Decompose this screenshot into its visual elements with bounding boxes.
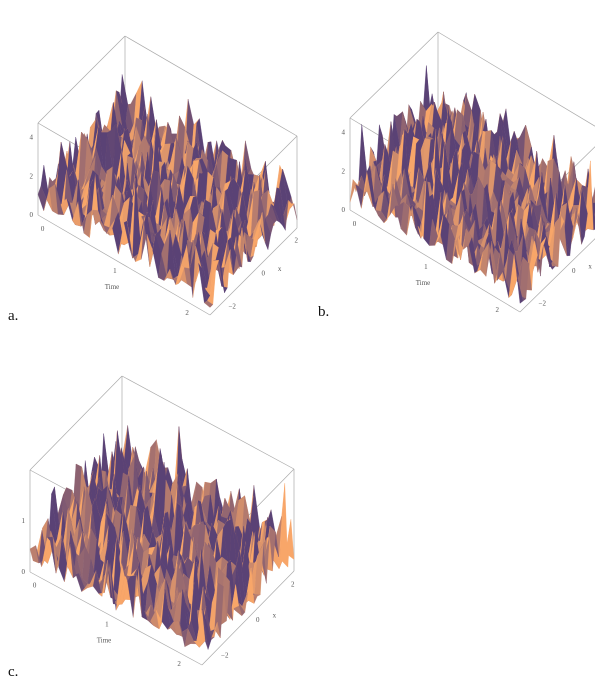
depth-tick-label: −2 <box>228 303 236 311</box>
time-tick-label: 0 <box>33 582 37 590</box>
z-tick-label: 2 <box>342 167 346 175</box>
time-tick-label: 1 <box>113 267 117 275</box>
depth-axis-label: x <box>273 611 277 619</box>
time-axis-label: Time <box>416 279 431 287</box>
panel: 0 1 0 1 2 −2 0 2 Time x c. <box>8 376 295 680</box>
z-tick-label: 0 <box>342 206 346 214</box>
panel-label: c. <box>8 664 18 680</box>
depth-tick-label: 2 <box>295 236 299 244</box>
time-tick-label: 1 <box>424 263 428 271</box>
z-tick-label: 0 <box>30 211 34 219</box>
depth-tick-label: 0 <box>256 616 260 624</box>
depth-axis-label: x <box>588 263 592 271</box>
time-tick-label: 2 <box>185 309 189 317</box>
box-edge <box>30 376 122 470</box>
depth-tick-label: 0 <box>572 267 576 275</box>
figure: 0 2 4 0 1 2 −2 0 2 Time x a. 0 2 4 0 1 2 −2 0 2 Time x b. 0 1 0 1 2 −… <box>0 0 595 681</box>
time-tick-label: 0 <box>353 220 357 228</box>
z-tick-label: 1 <box>22 517 26 525</box>
box-edge <box>122 376 294 469</box>
z-tick-label: 2 <box>30 172 34 180</box>
time-axis-label: Time <box>105 283 120 291</box>
panel-label: a. <box>8 308 18 324</box>
time-tick-label: 1 <box>105 621 109 629</box>
time-tick-label: 0 <box>41 225 45 233</box>
time-axis-label: Time <box>97 637 112 645</box>
z-tick-label: 0 <box>22 568 26 576</box>
depth-tick-label: 2 <box>291 580 295 588</box>
depth-tick-label: 0 <box>262 270 266 278</box>
depth-tick-label: −2 <box>539 300 547 308</box>
z-tick-label: 4 <box>30 134 34 142</box>
z-tick-label: 4 <box>342 129 346 137</box>
time-tick-label: 2 <box>496 306 500 314</box>
panel-label: b. <box>318 304 329 320</box>
depth-axis-label: x <box>278 265 282 273</box>
panel: 0 2 4 0 1 2 −2 0 2 Time x a. <box>8 36 299 324</box>
depth-tick-label: −2 <box>221 652 229 660</box>
time-tick-label: 2 <box>177 660 181 668</box>
